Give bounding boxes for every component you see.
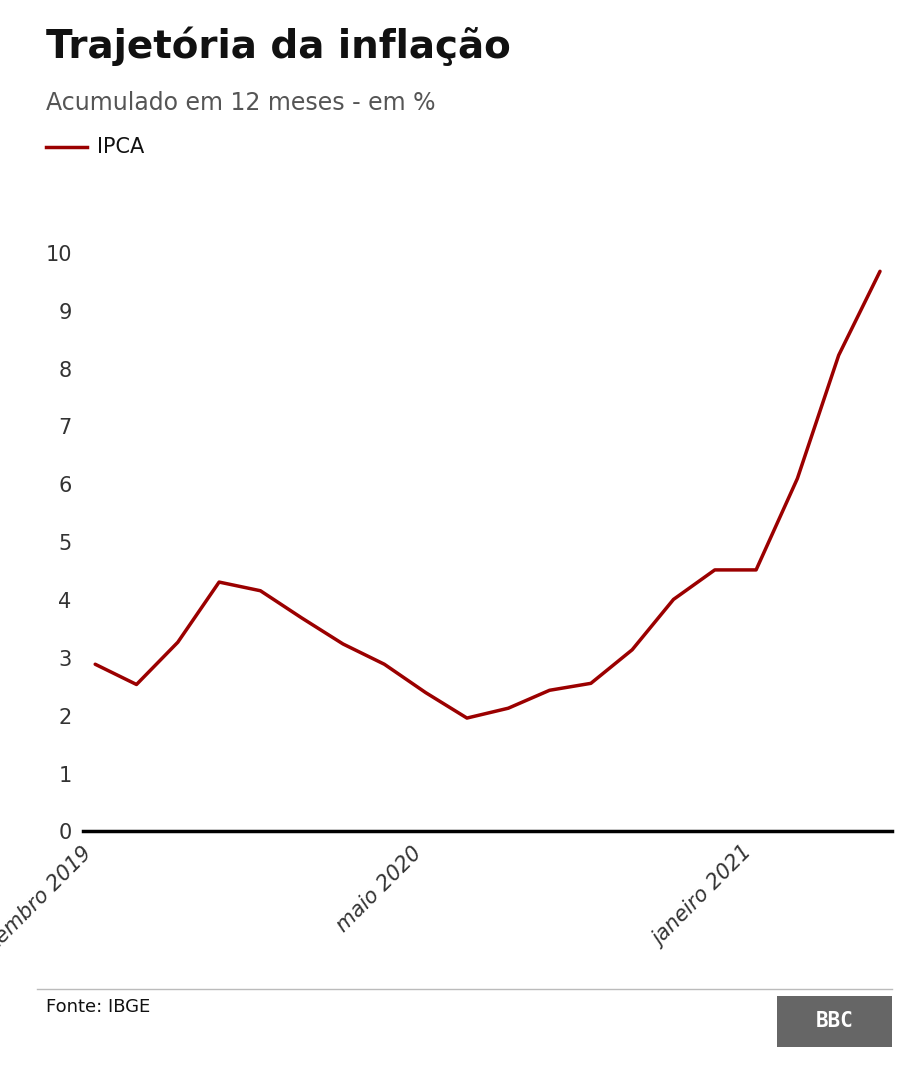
Text: IPCA: IPCA bbox=[96, 138, 143, 157]
Text: Trajetória da inflação: Trajetória da inflação bbox=[46, 27, 510, 66]
Text: Acumulado em 12 meses - em %: Acumulado em 12 meses - em % bbox=[46, 91, 435, 115]
Text: BBC: BBC bbox=[815, 1012, 853, 1031]
Text: Fonte: IBGE: Fonte: IBGE bbox=[46, 998, 150, 1016]
